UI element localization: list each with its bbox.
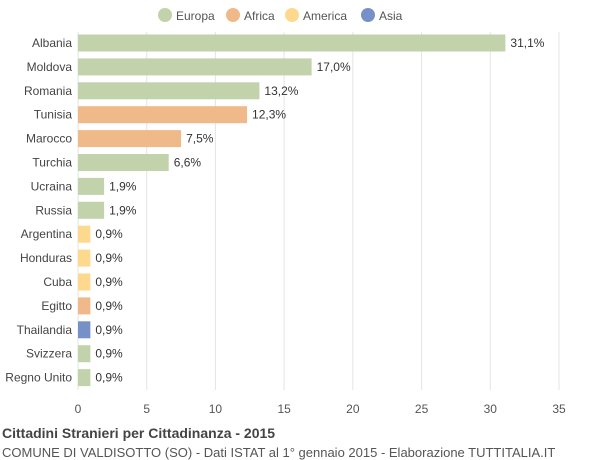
legend: Europa Africa America Asia: [158, 8, 403, 23]
value-label-albania: 31,1%: [510, 36, 544, 50]
x-tick-label-10: 10: [209, 402, 223, 416]
bar-ucraina: [78, 177, 105, 195]
bar-regno-unito: [78, 369, 91, 387]
x-tick-label-25: 25: [415, 402, 429, 416]
value-label-thailandia: 0,9%: [95, 323, 123, 337]
category-label-cuba: Cuba: [43, 275, 72, 289]
bar-egitto: [78, 297, 91, 315]
bar-turchia: [78, 154, 169, 171]
value-label-egitto: 0,9%: [95, 299, 123, 313]
value-label-tunisia: 12,3%: [252, 108, 286, 122]
bar-argentina: [78, 225, 91, 243]
value-label-cuba: 0,9%: [95, 275, 123, 289]
value-label-romania: 13,2%: [264, 84, 298, 98]
value-label-honduras: 0,9%: [95, 251, 123, 265]
category-label-argentina: Argentina: [21, 227, 73, 241]
legend-marker-asia: [361, 8, 375, 22]
legend-label-europa: Europa: [176, 9, 215, 23]
category-label-tunisia: Tunisia: [34, 108, 73, 122]
value-label-argentina: 0,9%: [95, 227, 123, 241]
bar-marocco: [78, 130, 182, 148]
bars: Albania 31,1% Moldova 17,0% Romania 13,2% Tuni…: [5, 34, 545, 387]
x-axis: 0 5 10 15 20 25 30 35: [75, 402, 566, 416]
bar-moldova: [78, 58, 312, 76]
chart-title: Cittadini Stranieri per Cittadinanza - 2…: [2, 425, 276, 441]
bar-chart: Europa Africa America Asia Albania 31,1% Mold…: [5, 8, 566, 416]
x-tick-label-30: 30: [484, 402, 498, 416]
x-tick-label-35: 35: [552, 402, 566, 416]
category-label-albania: Albania: [32, 36, 72, 50]
value-label-turchia: 6,6%: [174, 156, 202, 170]
chart-subtitle: COMUNE DI VALDISOTTO (SO) - Dati ISTAT a…: [2, 445, 556, 460]
value-label-marocco: 7,5%: [186, 132, 214, 146]
category-label-marocco: Marocco: [26, 132, 72, 146]
x-tick-label-15: 15: [277, 402, 291, 416]
bar-russia: [78, 201, 105, 219]
value-label-ucraina: 1,9%: [109, 179, 137, 193]
legend-marker-europa: [158, 8, 172, 22]
bar-tunisia: [78, 106, 248, 124]
value-label-svizzera: 0,9%: [95, 347, 123, 361]
x-tick-label-0: 0: [75, 402, 82, 416]
category-label-turchia: Turchia: [32, 156, 72, 170]
category-label-honduras: Honduras: [20, 251, 72, 265]
bar-thailandia: [78, 321, 91, 339]
bar-cuba: [78, 273, 91, 291]
x-tick-label-5: 5: [143, 402, 150, 416]
value-label-moldova: 17,0%: [317, 60, 351, 74]
category-label-moldova: Moldova: [27, 60, 73, 74]
category-label-egitto: Egitto: [41, 299, 72, 313]
legend-label-asia: Asia: [379, 9, 403, 23]
category-label-russia: Russia: [35, 203, 72, 217]
legend-label-america: America: [303, 9, 347, 23]
legend-marker-america: [285, 8, 299, 22]
category-label-ucraina: Ucraina: [31, 179, 73, 193]
category-label-regno-unito: Regno Unito: [5, 371, 72, 385]
value-label-russia: 1,9%: [109, 203, 137, 217]
legend-label-africa: Africa: [244, 9, 275, 23]
value-label-regno-unito: 0,9%: [95, 371, 123, 385]
bar-albania: [78, 34, 506, 52]
bar-romania: [78, 82, 260, 100]
category-label-romania: Romania: [24, 84, 72, 98]
category-label-thailandia: Thailandia: [17, 323, 73, 337]
x-tick-label-20: 20: [346, 402, 360, 416]
bar-svizzera: [78, 345, 91, 363]
category-label-svizzera: Svizzera: [26, 347, 72, 361]
bar-honduras: [78, 249, 91, 267]
legend-marker-africa: [226, 8, 240, 22]
